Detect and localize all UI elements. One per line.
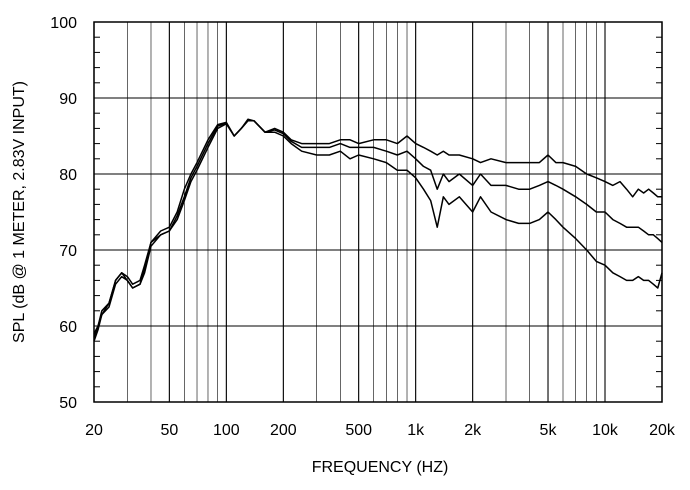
x-tick-label: 10k [592,422,619,439]
x-tick-label: 200 [270,422,297,439]
y-tick-label: 60 [59,319,77,336]
x-tick-label: 5k [540,422,558,439]
series-line-3 [93,120,663,342]
y-tick-label: 80 [59,167,77,184]
x-tick-label: 20k [649,422,676,439]
y-axis-title: SPL (dB @ 1 METER, 2.83V INPUT) [11,81,28,343]
x-tick-labels: 20 50 100 200 500 1k 2k 5k 10k 20k [85,422,676,439]
series-line-2 [93,120,663,338]
x-tick-label: 1k [407,422,425,439]
x-tick-label: 2k [464,422,482,439]
x-tick-label: 20 [85,422,103,439]
y-tick-label: 50 [59,395,77,412]
x-tick-label: 100 [213,422,240,439]
y-tick-label: 100 [50,15,77,32]
x-tick-label: 500 [345,422,372,439]
plot-frame [93,21,663,403]
series-layer [93,118,663,342]
series-line-1 [93,118,662,334]
x-tick-label: 50 [160,422,178,439]
y-tick-label: 70 [59,243,77,260]
x-axis-title: FREQUENCY (HZ) [312,459,449,476]
y-tick-label: 90 [59,91,77,108]
y-tick-labels: 50 60 70 80 90 100 [50,15,77,412]
